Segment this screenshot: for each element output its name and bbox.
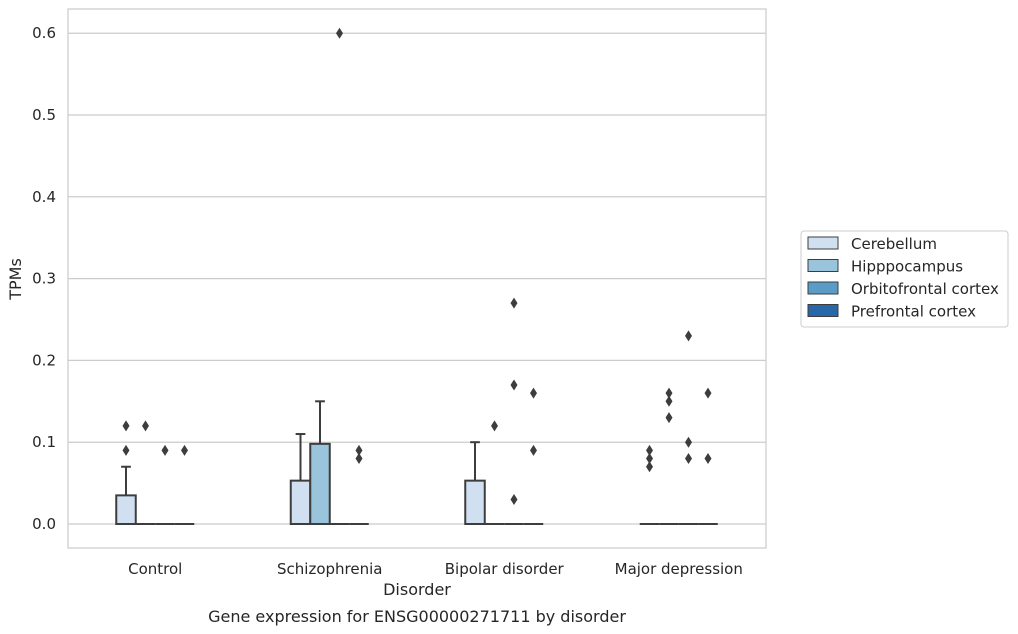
legend-label: Cerebellum <box>851 235 937 253</box>
legend-label: Prefrontal cortex <box>851 303 976 321</box>
category-group <box>639 330 718 525</box>
box-prefrontal-cortex <box>698 387 718 525</box>
y-tick-label: 0.2 <box>32 351 56 369</box>
outlier-point <box>646 461 653 473</box>
y-tick-label: 0.6 <box>32 24 56 42</box>
legend-frame <box>800 230 1009 328</box>
outlier-point <box>510 297 518 309</box>
x-tick-labels: Control Schizophrenia Bipolar disorder Majo… <box>128 560 743 578</box>
outlier-point <box>685 453 692 465</box>
outlier-point <box>704 453 712 465</box>
chart-caption: Gene expression for ENSG00000271711 by d… <box>208 607 626 626</box>
box-body <box>289 479 312 525</box>
box-body <box>115 494 137 525</box>
outlier-point <box>685 330 692 342</box>
box-hipppocampus <box>309 400 331 525</box>
x-tick-label: Bipolar disorder <box>445 560 565 578</box>
y-tick-label: 0.5 <box>32 106 56 124</box>
outlier-point <box>142 420 149 432</box>
box-hipppocampus <box>659 387 679 525</box>
outlier-point <box>355 444 363 456</box>
outlier-point <box>491 420 498 432</box>
x-tick-label: Schizophrenia <box>277 560 382 578</box>
y-tick-label: 0.0 <box>32 515 56 533</box>
box-prefrontal-cortex <box>523 387 544 525</box>
box-prefrontal-cortex <box>174 444 195 525</box>
box-body <box>464 479 486 525</box>
legend-swatch <box>807 259 839 272</box>
outlier-point <box>161 444 169 456</box>
y-tick-label: 0.4 <box>32 188 56 206</box>
outlier-point <box>646 453 653 465</box>
legend: Cerebellum Hipppocampus Orbitofrontal cort… <box>800 230 1009 328</box>
boxes-layer <box>115 27 718 525</box>
outlier-point <box>122 444 130 456</box>
box-hipppocampus <box>484 420 505 525</box>
y-axis-title: TPMs <box>6 258 25 301</box>
x-axis-title: Disorder <box>383 580 451 599</box>
box-prefrontal-cortex <box>349 444 369 525</box>
box-cerebellum <box>115 420 137 525</box>
legend-swatch <box>807 281 839 295</box>
legend-swatch <box>807 236 839 250</box>
x-tick-label: Major depression <box>615 560 743 578</box>
x-tick-label: Control <box>128 560 182 578</box>
outlier-point <box>355 453 363 465</box>
y-tick-label: 0.3 <box>32 270 56 288</box>
outlier-point <box>510 379 518 391</box>
box-orbitofrontal-cortex <box>504 297 524 525</box>
outlier-point <box>665 412 673 424</box>
box-cerebellum <box>464 441 486 525</box>
box-body <box>309 442 331 525</box>
legend-swatch <box>807 304 839 317</box>
outlier-point <box>530 444 537 456</box>
legend-label: Orbitofrontal cortex <box>851 280 999 298</box>
category-group <box>464 297 544 525</box>
legend-label: Hipppocampus <box>851 258 963 276</box>
outlier-point <box>704 387 712 399</box>
box-orbitofrontal-cortex <box>678 330 699 525</box>
outlier-point <box>646 444 653 456</box>
plot-frame <box>67 8 767 549</box>
box-orbitofrontal-cortex <box>329 27 350 525</box>
outlier-point <box>685 436 692 448</box>
box-orbitofrontal-cortex <box>155 444 175 525</box>
outlier-point <box>122 420 130 432</box>
outlier-point <box>181 444 188 456</box>
category-group <box>289 27 369 525</box>
category-group <box>115 420 195 525</box>
outlier-point <box>665 387 673 399</box>
box-hipppocampus <box>135 420 156 525</box>
outlier-point <box>665 395 673 407</box>
y-tick-label: 0.1 <box>32 433 56 451</box>
outlier-point <box>530 387 537 399</box>
y-tick-labels: 0.0 0.1 0.2 0.3 0.4 0.5 0.6 <box>32 24 56 533</box>
outlier-point <box>336 27 343 39</box>
box-cerebellum <box>639 444 660 525</box>
box-cerebellum <box>289 433 312 525</box>
outlier-point <box>510 493 518 505</box>
